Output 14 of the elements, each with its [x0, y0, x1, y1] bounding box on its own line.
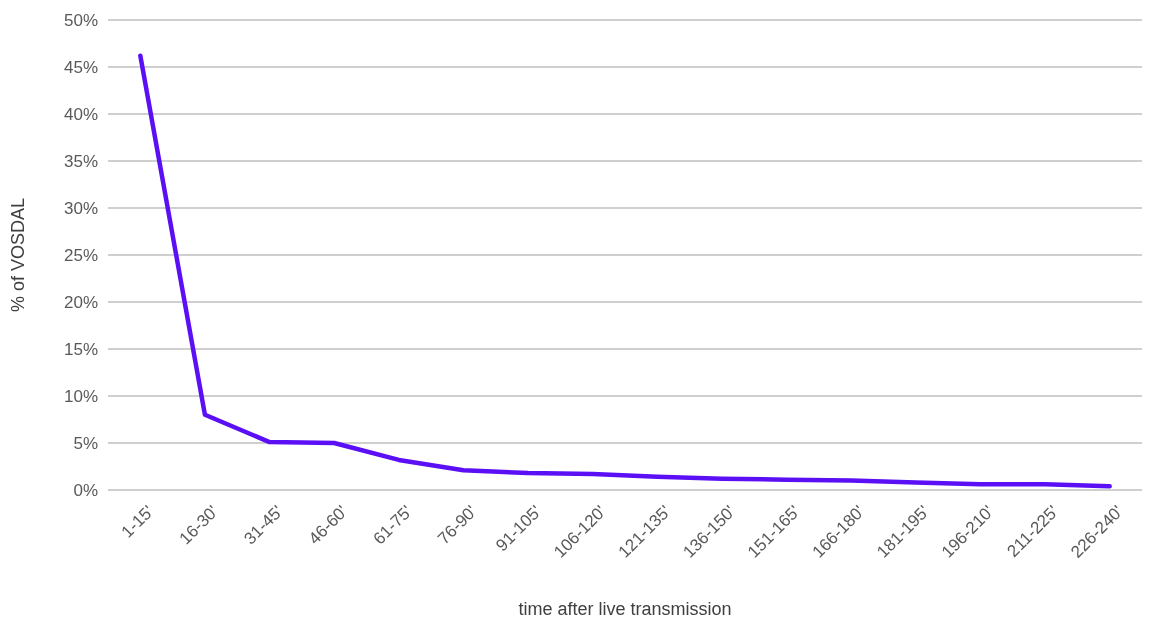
y-tick-label: 20% — [63, 292, 98, 312]
y-tick-label: 50% — [63, 10, 98, 30]
y-tick-label: 0% — [73, 480, 98, 500]
y-tick-label: 40% — [63, 104, 98, 124]
y-tick-label: 45% — [63, 57, 98, 77]
y-tick-label: 30% — [63, 198, 98, 218]
y-axis-title: % of VOSDAL — [8, 197, 28, 313]
x-axis-title: time after live transmission — [518, 599, 732, 619]
y-tick-label: 15% — [63, 339, 98, 359]
y-tick-label: 5% — [73, 433, 98, 453]
y-tick-label: 10% — [63, 386, 98, 406]
y-tick-label: 35% — [63, 151, 98, 171]
line-series — [138, 53, 1112, 489]
y-tick-label: 25% — [63, 245, 98, 265]
